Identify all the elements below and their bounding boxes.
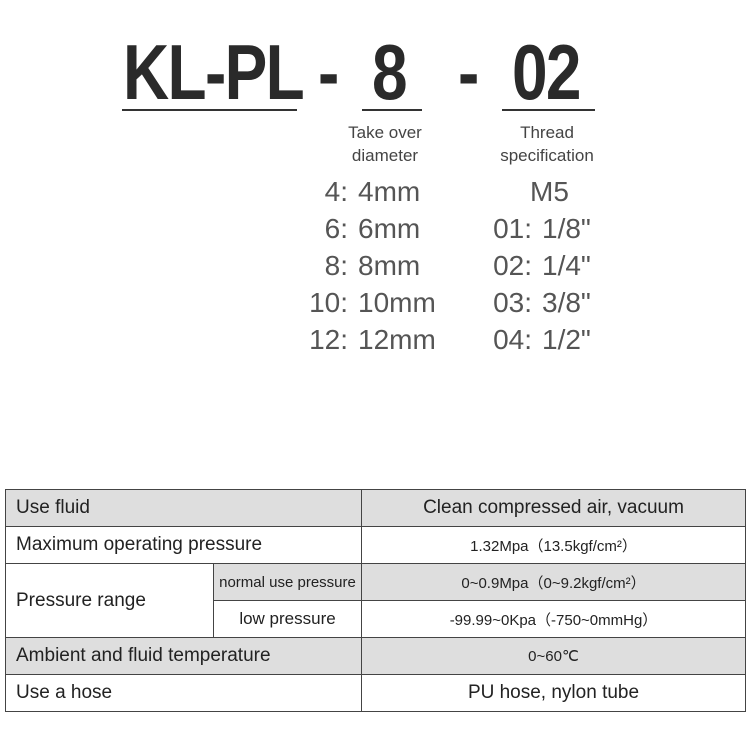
option-code: 8: [324, 250, 348, 281]
spec-sublabel: low pressure [213, 600, 362, 638]
model-prefix: KL-PL [123, 28, 305, 116]
spec-value: 1.32Mpa（13.5kgf/cm²） [361, 526, 746, 564]
separator: - [458, 28, 479, 116]
spec-label: Use fluid [5, 489, 362, 527]
underline [502, 109, 595, 111]
option-code: 4: [324, 176, 348, 207]
option-value: 12mm [358, 324, 436, 355]
spec-label: Use a hose [5, 674, 362, 712]
option-value: 1/2" [542, 324, 591, 355]
option-item: 12: 12mm [300, 321, 436, 358]
option-value: 4mm [358, 176, 421, 207]
spec-table: Use fluid Clean compressed air, vacuum M… [5, 489, 746, 712]
size-caption: Take over diameter [348, 123, 422, 165]
underline [362, 109, 422, 111]
option-value: 10mm [358, 287, 436, 318]
option-value: 3/8" [542, 287, 591, 318]
table-row: Use fluid Clean compressed air, vacuum [5, 489, 746, 527]
option-item: M5 [492, 173, 591, 210]
option-code: 02: [493, 250, 532, 281]
table-row: low pressure -99.99~0Kpa（-750~0mmHg） [6, 600, 746, 638]
separator: - [318, 28, 339, 116]
option-item: 04: 1/2" [492, 321, 591, 358]
option-code: 10: [309, 287, 348, 318]
option-value: 8mm [358, 250, 421, 281]
spec-sublabel: normal use pressure [213, 563, 362, 601]
option-item: 10: 10mm [300, 284, 436, 321]
model-thread: 02 [512, 28, 582, 116]
diameter-options: 4: 4mm 6: 6mm 8: 8mm 10: 10mm 12: 12mm [300, 173, 436, 358]
option-item: 01: 1/8" [492, 210, 591, 247]
underline [122, 109, 297, 111]
spec-value: 0~0.9Mpa（0~9.2kgf/cm²） [361, 563, 746, 601]
spec-label: Maximum operating pressure [5, 526, 362, 564]
option-item: 8: 8mm [300, 247, 436, 284]
spec-label: Ambient and fluid temperature [5, 637, 362, 675]
table-row: Use a hose PU hose, nylon tube [5, 674, 746, 712]
option-code: 6: [324, 213, 348, 244]
option-value: 1/4" [542, 250, 591, 281]
option-value: M5 [530, 176, 569, 207]
spec-value: PU hose, nylon tube [361, 674, 746, 712]
thread-options: M5 01: 1/8" 02: 1/4" 03: 3/8" 04: 1/2" [492, 173, 591, 358]
option-code: 03: [493, 287, 532, 318]
table-row: Maximum operating pressure 1.32Mpa（13.5k… [5, 526, 746, 564]
table-row: Ambient and fluid temperature 0~60℃ [5, 637, 746, 675]
option-code: 12: [309, 324, 348, 355]
spec-label: Pressure range [5, 563, 214, 638]
option-code: 01: [493, 213, 532, 244]
spec-value: Clean compressed air, vacuum [361, 489, 746, 527]
option-item: 02: 1/4" [492, 247, 591, 284]
thread-caption: Thread specification [500, 123, 594, 165]
option-item: 03: 3/8" [492, 284, 591, 321]
option-value: 1/8" [542, 213, 591, 244]
spec-value: 0~60℃ [361, 637, 746, 675]
option-item: 6: 6mm [300, 210, 436, 247]
spec-value: -99.99~0Kpa（-750~0mmHg） [361, 600, 746, 638]
model-size: 8 [372, 28, 408, 116]
table-row: Pressure range normal use pressure 0~0.9… [5, 563, 746, 638]
option-code: 04: [493, 324, 532, 355]
option-item: 4: 4mm [300, 173, 436, 210]
option-value: 6mm [358, 213, 421, 244]
